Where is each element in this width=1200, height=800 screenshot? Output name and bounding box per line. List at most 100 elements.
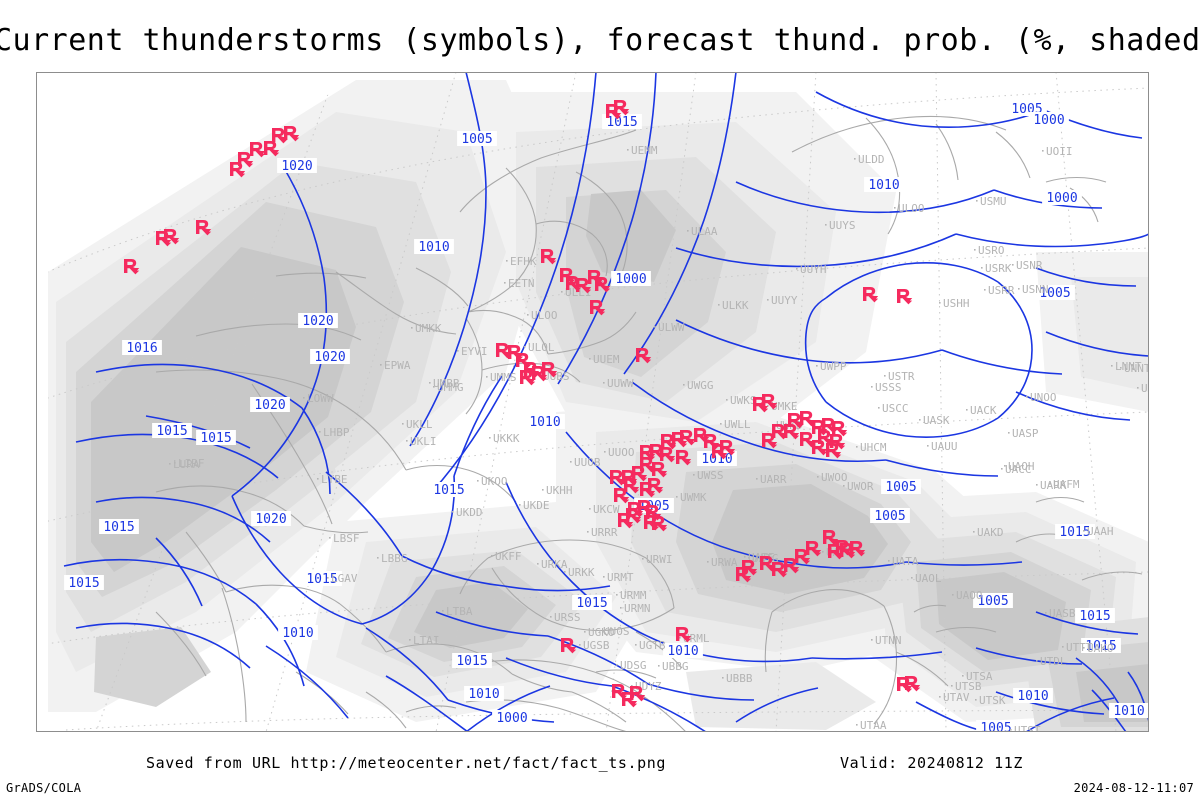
isobar-label: 1016 [126,341,157,356]
thunderstorm-symbol[interactable] [762,394,778,410]
thunderstorm-glyph [672,432,688,448]
isobar-label: 1010 [667,644,698,659]
thunderstorm-symbol[interactable] [652,462,668,478]
thunderstorm-symbol[interactable] [660,447,676,463]
thunderstorm-symbol[interactable] [832,421,848,437]
thunderstorm-symbol[interactable] [644,515,660,531]
thunderstorm-symbol[interactable] [762,433,778,449]
thunderstorm-symbol[interactable] [606,104,622,120]
station-marker-dot [319,431,321,433]
thunderstorm-symbol[interactable] [897,289,913,305]
thunderstorm-symbol[interactable] [800,411,816,427]
station-marker-dot [642,558,644,560]
station-id-label: URMN [624,602,651,615]
station-id-label: UTAA [860,719,887,732]
thunderstorm-symbol[interactable] [830,434,846,450]
thunderstorm-symbol[interactable] [614,100,630,116]
map-canvas[interactable]: 1020 1005 1015 1005 1000 1010 1000 1005 1010 1000… [36,72,1149,732]
thunderstorm-symbol[interactable] [560,268,576,284]
thunderstorm-symbol[interactable] [784,558,800,574]
station-marker-dot [635,644,637,646]
thunderstorm-symbol[interactable] [124,259,140,275]
thunderstorm-symbol[interactable] [823,530,839,546]
thunderstorm-symbol[interactable] [826,443,842,459]
thunderstorm-symbol[interactable] [632,466,648,482]
isobar-label-bg [1035,285,1075,300]
thunderstorm-symbol[interactable] [850,541,866,557]
thunderstorm-symbol[interactable] [250,142,266,158]
station-id-label: LIRF [178,457,205,470]
thunderstorm-symbol[interactable] [818,430,834,446]
thunderstorm-glyph [636,348,652,364]
thunderstorm-symbol[interactable] [788,413,804,429]
station-id-label: UKLI [410,435,437,448]
thunderstorm-symbol[interactable] [196,220,212,236]
thunderstorm-symbol[interactable] [626,508,642,524]
thunderstorm-symbol[interactable] [795,549,811,565]
station-marker-dot [654,326,656,328]
thunderstorm-symbol[interactable] [905,676,921,692]
station-marker-dot [1010,729,1012,731]
thunderstorm-symbol[interactable] [806,541,822,557]
station-id-label: ULKK [722,299,749,312]
station-marker-dot [477,480,479,482]
thunderstorm-symbol[interactable] [520,370,536,386]
thunderstorm-symbol[interactable] [648,478,664,494]
isobar-label: 1015 [103,520,134,535]
thunderstorm-symbol[interactable] [630,686,646,702]
thunderstorm-symbol[interactable] [652,516,668,532]
station-marker-dot [984,289,986,291]
thunderstorm-symbol[interactable] [272,128,288,144]
thunderstorm-symbol[interactable] [680,430,696,446]
thunderstorm-glyph [624,478,640,494]
thunderstorm-symbol[interactable] [541,249,557,265]
thunderstorm-symbol[interactable] [561,638,577,654]
thunderstorm-symbol[interactable] [230,162,246,178]
station-id-label: UBBG [662,660,689,673]
thunderstorm-symbol[interactable] [590,300,606,316]
isobar-label-bg [250,397,290,412]
station-marker-dot [976,200,978,202]
thunderstorm-symbol[interactable] [772,562,788,578]
thunderstorm-symbol[interactable] [624,478,640,494]
thunderstorm-symbol[interactable] [828,544,844,560]
thunderstorm-symbol[interactable] [595,277,611,293]
thunderstorm-symbol[interactable] [264,141,280,157]
station-marker-dot [1042,150,1044,152]
thunderstorm-symbol[interactable] [897,677,913,693]
map-graphic[interactable]: 1020 1005 1015 1005 1000 1010 1000 1005 1010 1000… [36,72,1149,732]
thunderstorm-symbol[interactable] [800,432,816,448]
thunderstorm-symbol[interactable] [772,424,788,440]
thunderstorm-symbol[interactable] [614,488,630,504]
thunderstorm-symbol[interactable] [622,692,638,708]
thunderstorm-glyph [736,567,752,583]
thunderstorm-symbol[interactable] [496,343,512,359]
thunderstorm-symbol[interactable] [760,556,776,572]
thunderstorm-symbol[interactable] [610,470,626,486]
thunderstorm-symbol[interactable] [156,231,172,247]
thunderstorm-symbol[interactable] [508,345,524,361]
thunderstorm-symbol[interactable] [863,287,879,303]
thunderstorm-symbol[interactable] [284,126,300,142]
thunderstorm-symbol[interactable] [238,152,254,168]
thunderstorm-symbol[interactable] [636,348,652,364]
station-id-label: UWPP [820,360,847,373]
station-id-label: UTAV [943,691,970,704]
thunderstorm-symbol[interactable] [720,440,736,456]
thunderstorm-symbol[interactable] [784,424,800,440]
isobar-label-bg [1042,190,1082,205]
station-marker-dot [380,364,382,366]
thunderstorm-symbols[interactable] [124,100,921,708]
thunderstorm-symbol[interactable] [676,450,692,466]
thunderstorm-symbol[interactable] [640,457,656,473]
thunderstorm-symbol[interactable] [812,440,828,456]
thunderstorm-symbol[interactable] [576,278,592,294]
thunderstorm-symbol[interactable] [542,362,558,378]
thunderstorm-symbol[interactable] [672,432,688,448]
station-marker-dot [974,249,976,251]
station-id-label: UTSK [979,694,1006,707]
thunderstorm-symbol[interactable] [736,567,752,583]
thunderstorm-symbol[interactable] [164,229,180,245]
thunderstorm-symbol[interactable] [676,627,692,643]
thunderstorm-symbol[interactable] [742,560,758,576]
